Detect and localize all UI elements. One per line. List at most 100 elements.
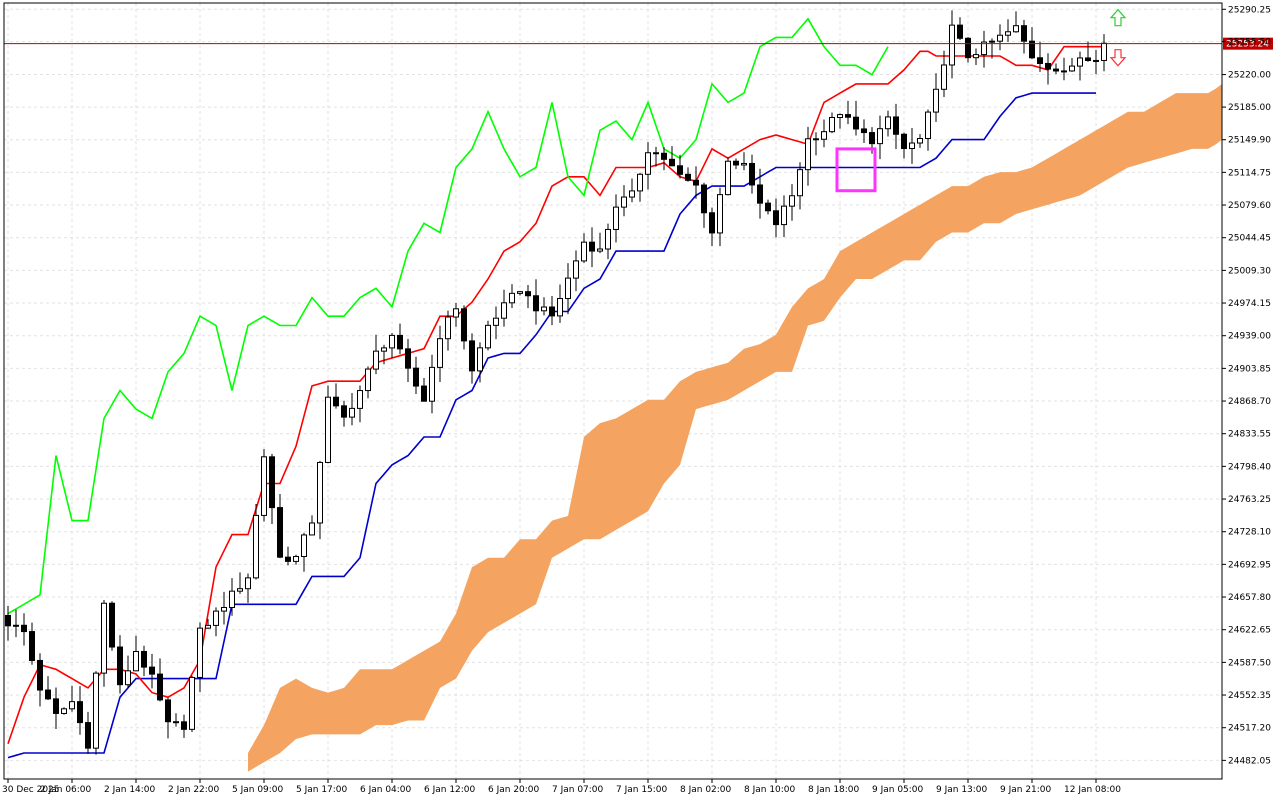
candle [317, 460, 323, 540]
candle-body-bear [469, 340, 475, 372]
candle [133, 635, 139, 672]
x-tick-label: 12 Jan 08:00 [1064, 785, 1121, 795]
candle [885, 110, 891, 137]
candle-body-bear [869, 132, 875, 145]
candle-body-bull [245, 577, 251, 590]
candle [621, 185, 627, 217]
candle-body-bear [749, 162, 755, 186]
candlestick-series [5, 10, 1107, 755]
candle-body-bull [221, 606, 227, 612]
candle-body-bull [885, 116, 891, 130]
candle-body-bear [285, 556, 291, 562]
candle-body-bull [557, 298, 563, 317]
candle [373, 334, 379, 375]
candle [285, 546, 291, 566]
candle-body-bear [421, 385, 427, 402]
arrow-down-icon [1109, 49, 1127, 67]
candle [829, 112, 835, 134]
candle [413, 356, 419, 394]
plot-frame [3, 2, 1223, 780]
candle-body-bear [853, 116, 859, 130]
arrow-up-icon [1109, 8, 1127, 27]
candle-body-bear [37, 659, 43, 691]
candle [261, 449, 267, 522]
candle [1021, 19, 1027, 54]
candle-body-bear [533, 295, 539, 312]
candle-body-bull [501, 302, 507, 319]
candle [381, 344, 387, 365]
candle [709, 207, 715, 247]
candle [253, 504, 259, 580]
candle [941, 50, 947, 98]
candle [1053, 63, 1059, 75]
candle [501, 289, 507, 327]
candle-body-bull [997, 34, 1003, 42]
candle-body-bull [1101, 42, 1107, 61]
candle [397, 323, 403, 355]
candle-body-bull [13, 624, 19, 627]
candle [1005, 19, 1011, 42]
candle-body-bull [237, 588, 243, 592]
candle [773, 198, 779, 238]
y-tick-label: 24692.95 [1228, 560, 1271, 570]
candle [229, 578, 235, 616]
candle-body-bear [661, 152, 667, 160]
candle-body-bear [1085, 57, 1091, 62]
x-tick-label: 6 Jan 12:00 [424, 785, 476, 795]
candle-body-bull [389, 334, 395, 349]
candle-body-bear [901, 133, 907, 150]
candle [37, 653, 43, 707]
candle-body-bull [205, 624, 211, 629]
candle-body-bear [701, 184, 707, 214]
candle-body-bear [333, 396, 339, 407]
highlight-box [835, 147, 877, 193]
candle [357, 385, 363, 423]
x-tick-label: 7 Jan 07:00 [552, 785, 604, 795]
candle [557, 284, 563, 323]
candle [741, 152, 747, 171]
candle [21, 613, 27, 646]
candle [661, 147, 667, 171]
candle-body-bull [645, 152, 651, 175]
overlay-objects: 25253.24 [4, 8, 1273, 193]
candle-body-bear [181, 721, 187, 730]
candle-body-bear [693, 179, 699, 186]
candle-body-bull [725, 160, 731, 196]
candle-body-bear [677, 165, 683, 175]
kumo-cloud [248, 83, 1222, 772]
candle [45, 676, 51, 700]
candle [573, 250, 579, 292]
candle [1045, 53, 1051, 85]
candle [477, 342, 483, 383]
x-tick-label: 9 Jan 05:00 [872, 785, 924, 795]
candle-body-bear [53, 698, 59, 714]
current-price-label: 25253.24 [1226, 40, 1269, 50]
candle [861, 119, 867, 143]
y-tick-label: 25009.30 [1228, 266, 1271, 276]
candle-body-bull [973, 54, 979, 59]
candle-body-bear [733, 160, 739, 166]
candle-body-bull [445, 316, 451, 340]
candle [997, 24, 1003, 51]
candle [205, 619, 211, 629]
candle [717, 187, 723, 247]
candle-body-bear [269, 456, 275, 509]
y-tick-label: 24833.55 [1228, 430, 1271, 440]
candle-body-bull [101, 602, 107, 674]
candle [677, 154, 683, 179]
candle-body-bull [949, 24, 955, 66]
candle [349, 392, 355, 426]
candle-body-bear [5, 614, 11, 627]
y-tick-label: 24974.15 [1228, 299, 1271, 309]
candle-body-bull [301, 534, 307, 558]
candle-body-bull [717, 194, 723, 234]
candle-body-bull [437, 338, 443, 368]
candle-body-bull [317, 461, 323, 524]
candle [813, 132, 819, 156]
candle [1093, 49, 1099, 75]
candle [925, 109, 931, 151]
candle [485, 320, 491, 351]
